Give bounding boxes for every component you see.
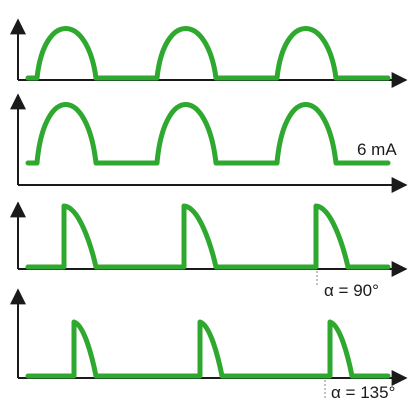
panel-2: 6 mA bbox=[10, 93, 408, 193]
panel-3-waveform bbox=[25, 203, 391, 270]
panel-1 bbox=[10, 18, 408, 88]
panel-2-waveform bbox=[25, 102, 391, 166]
panel-3: α = 90° bbox=[10, 201, 408, 300]
panel-4-annotation: α = 135° bbox=[331, 383, 395, 402]
panel-4-waveform bbox=[25, 319, 391, 379]
panel-1-waveform bbox=[25, 26, 391, 81]
panel-3-annotation: α = 90° bbox=[324, 281, 379, 300]
panel-2-annotation: 6 mA bbox=[357, 140, 397, 159]
panel-4: α = 135° bbox=[10, 288, 408, 402]
